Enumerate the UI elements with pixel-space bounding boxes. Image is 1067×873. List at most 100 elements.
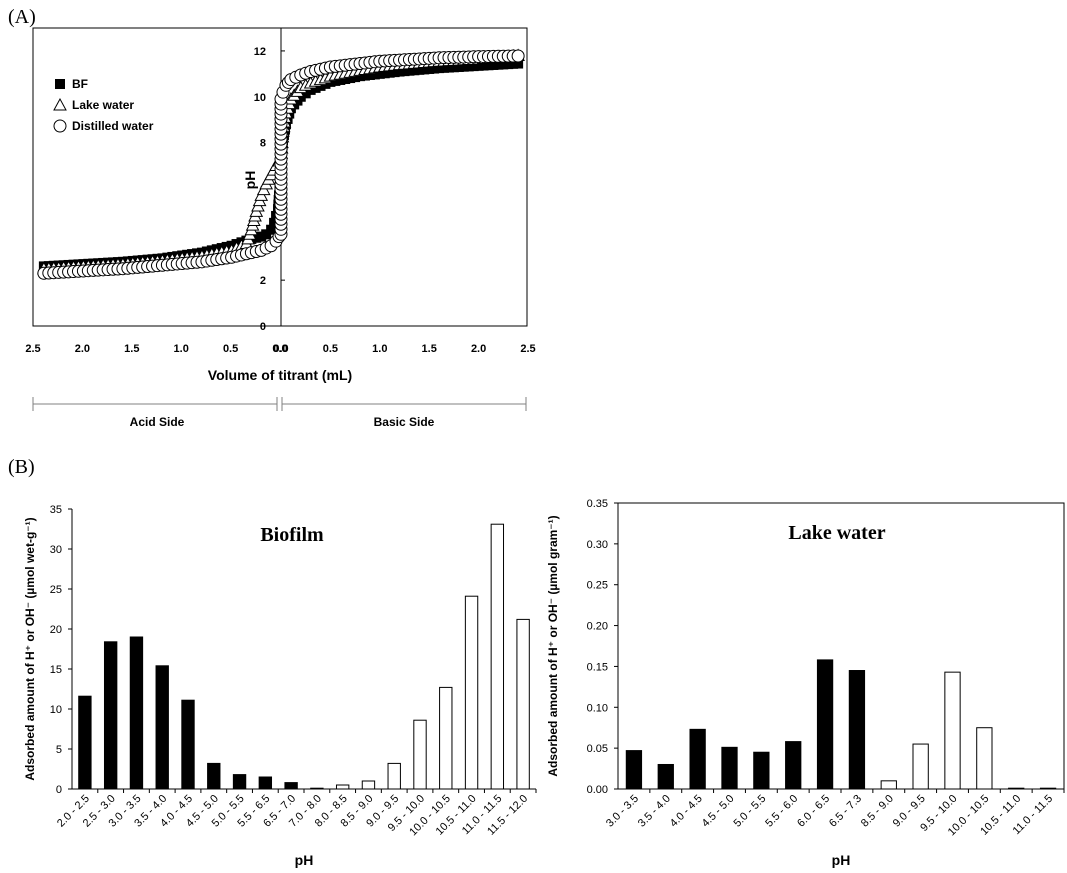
bar — [657, 763, 674, 790]
legend-label: BF — [72, 77, 88, 91]
chart-title: Biofilm — [260, 524, 324, 546]
x-tick-label: 4.5 - 5.0 — [700, 793, 737, 830]
bar — [284, 782, 298, 790]
legend-box — [49, 71, 175, 141]
x-tick-label: 2.5 — [520, 343, 535, 355]
x-tick-label: 0.0 — [273, 343, 288, 355]
plot-frame — [617, 502, 1065, 790]
bar — [516, 618, 530, 790]
y-tick-label: 5 — [56, 744, 62, 756]
y-tick-label: 0.35 — [587, 498, 608, 510]
y-tick-label: 0.05 — [587, 743, 608, 755]
bar — [753, 751, 770, 790]
y-tick-label: 10 — [254, 92, 266, 104]
x-tick-label: 2.0 — [471, 343, 486, 355]
x-tick-label: 2.0 — [75, 343, 90, 355]
bar — [413, 719, 427, 790]
y-axis-title: Adsorbed amount of H⁺ or OH⁻ (µmol wet-g… — [23, 517, 37, 780]
x-tick-label: 1.0 — [372, 343, 387, 355]
bar — [464, 595, 479, 790]
x-tick-label: 1.5 — [422, 343, 437, 355]
panel-label-b: (B) — [8, 456, 35, 478]
titration-curve-chart: 2.52.01.51.00.50.00.00.51.01.52.02.50246… — [25, 27, 536, 429]
y-axis-title: Adsorbed amount of H⁺ or OH⁻ (µmol gram⁻… — [546, 515, 560, 776]
bar — [103, 641, 118, 790]
x-tick-label: 1.5 — [124, 343, 139, 355]
x-tick-label: 5.0 - 5.5 — [731, 793, 768, 830]
bar — [944, 671, 961, 790]
x-tick-label: 0.5 — [223, 343, 238, 355]
y-tick-label: 0.10 — [587, 702, 608, 714]
y-tick-label: 20 — [50, 624, 62, 636]
bar — [689, 728, 706, 790]
legend-marker-lake-water — [53, 97, 67, 111]
x-tick-label: 3.0 - 3.5 — [604, 793, 641, 830]
bar — [721, 746, 738, 790]
bar — [310, 787, 324, 790]
bar — [335, 784, 350, 790]
x-tick-label: 0.0 — [272, 343, 287, 355]
x-tick-label: 0.5 — [323, 343, 338, 355]
bar — [155, 665, 169, 790]
legend-marker-distilled-water — [53, 119, 67, 133]
bar — [207, 762, 221, 790]
y-tick-label: 30 — [50, 544, 62, 556]
bar — [1039, 787, 1057, 790]
bar — [439, 686, 453, 790]
x-tick-label: 6.0 - 6.5 — [795, 793, 832, 830]
x-axis-title: pH — [295, 852, 314, 868]
bar — [880, 780, 897, 790]
y-tick-label: 0 — [56, 784, 62, 796]
acid-side-label: Acid Side — [130, 415, 185, 429]
y-tick-label: 0.30 — [587, 539, 608, 551]
bar — [258, 776, 273, 790]
data-point — [513, 58, 524, 69]
y-tick-label: 0 — [260, 321, 266, 333]
legend-marker-bf — [55, 79, 65, 89]
y-tick-label: 8 — [260, 138, 266, 150]
data-point — [269, 217, 280, 228]
data-point — [266, 224, 277, 235]
x-tick-label: 4.0 - 4.5 — [668, 793, 705, 830]
bar — [490, 523, 505, 790]
y-tick-label: 10 — [50, 704, 62, 716]
x-axis-title: pH — [832, 852, 851, 868]
x-tick-label: 8.5 - 9.0 — [859, 793, 896, 830]
chart-title: Lake water — [788, 522, 885, 544]
y-tick-label: 0.25 — [587, 580, 608, 592]
bar — [785, 741, 802, 790]
bar — [387, 762, 401, 790]
legend: BF Lake water Distilled water — [49, 71, 175, 141]
bar — [848, 670, 866, 790]
lake-water-bar-chart: 0.00 0.05 0.10 0.15 0.20 0.25 0.30 0.35 3.0 - 3.… — [546, 498, 1065, 868]
y-axis-title: pH — [242, 171, 258, 190]
y-tick-label: 12 — [254, 46, 266, 58]
bar — [361, 780, 376, 790]
x-tick-label: 2.5 — [25, 343, 40, 355]
y-tick-label: 35 — [50, 504, 62, 516]
legend-label: Distilled water — [72, 119, 154, 133]
bar — [976, 727, 993, 790]
plot-frame — [32, 27, 528, 327]
bar — [78, 695, 92, 790]
basic-side-label: Basic Side — [374, 415, 435, 429]
bar — [129, 636, 144, 790]
y-tick-label: 0.00 — [587, 784, 608, 796]
bar — [181, 699, 195, 790]
y-tick-label: 0.15 — [587, 661, 608, 673]
y-tick-label: 25 — [50, 584, 62, 596]
y-tick-label: 2 — [260, 275, 266, 287]
legend-label: Lake water — [72, 98, 134, 112]
x-tick-label: 3.5 - 4.0 — [636, 793, 673, 830]
series-distilled-water — [37, 49, 525, 280]
bar — [1008, 787, 1025, 790]
y-tick-label: 15 — [50, 664, 62, 676]
bar — [625, 750, 643, 790]
bar — [232, 774, 247, 790]
x-axis-title: Volume of titrant (mL) — [208, 367, 352, 383]
panel-label-a: (A) — [8, 6, 36, 28]
x-tick-label: 6.5 - 7.3 — [827, 793, 864, 830]
x-tick-label: 5.5 - 6.0 — [763, 793, 800, 830]
bar — [816, 659, 834, 790]
